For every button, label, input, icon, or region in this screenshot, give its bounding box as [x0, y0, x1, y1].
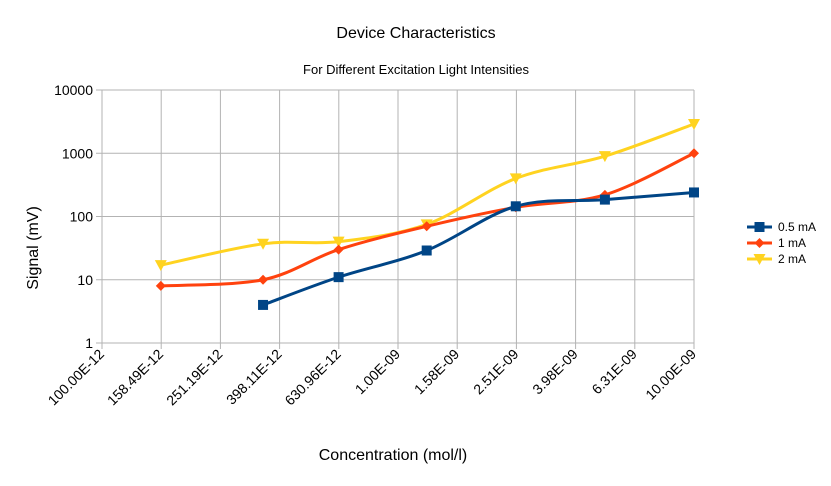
data-point	[421, 245, 432, 256]
x-tick-label: 158.49E-12	[104, 346, 167, 409]
legend-marker	[753, 254, 766, 265]
y-tick-label: 1	[85, 335, 93, 351]
x-tick-label: 100.00E-12	[45, 346, 108, 409]
data-point	[155, 280, 166, 291]
data-point	[510, 201, 521, 212]
axes: 100.00E-12158.49E-12251.19E-12398.11E-12…	[45, 82, 700, 408]
legend-label: 1 mA	[778, 236, 806, 250]
x-tick-label: 1.58E-09	[411, 346, 463, 398]
data-point	[689, 187, 699, 198]
x-tick-label: 630.96E-12	[281, 346, 344, 409]
grid	[96, 89, 695, 349]
legend-marker	[754, 222, 765, 232]
legend-label: 2 mA	[778, 252, 806, 266]
legend-marker	[754, 238, 765, 248]
legend-label: 0.5 mA	[778, 220, 816, 234]
y-tick-label: 10	[77, 272, 93, 288]
series-0-5-ma	[258, 187, 699, 310]
data-point	[258, 299, 269, 310]
x-tick-label: 398.11E-12	[223, 346, 285, 408]
x-tick-label: 251.19E-12	[163, 346, 226, 409]
data-point	[421, 221, 432, 232]
y-tick-label: 10000	[54, 82, 93, 98]
data-point	[333, 244, 344, 255]
x-tick-label: 10.00E-09	[642, 346, 699, 403]
y-tick-label: 100	[70, 209, 94, 225]
y-tick-label: 1000	[62, 145, 93, 161]
data-point	[509, 173, 522, 185]
series-line	[160, 122, 695, 267]
chart-title: Device Characteristics	[336, 25, 495, 42]
data-point	[333, 272, 344, 283]
data-point	[154, 260, 167, 272]
y-axis-title: Signal (mV)	[25, 206, 42, 290]
data-point	[688, 119, 700, 131]
data-point	[258, 274, 269, 285]
data-point	[689, 148, 699, 159]
data-point	[257, 238, 270, 250]
x-tick-label: 3.98E-09	[529, 346, 581, 398]
x-tick-label: 2.51E-09	[470, 346, 522, 398]
data-point	[599, 194, 610, 205]
data-point	[598, 151, 611, 163]
series	[154, 119, 700, 310]
x-tick-label: 6.31E-09	[588, 346, 640, 398]
data-point	[332, 236, 345, 248]
x-tick-label: 1.00E-09	[352, 346, 404, 398]
x-axis-title: Concentration (mol/l)	[319, 447, 468, 464]
legend: 0.5 mA 1 mA 2 mA	[747, 220, 816, 266]
chart-subtitle: For Different Excitation Light Intensiti…	[303, 62, 529, 77]
series-line	[262, 190, 695, 307]
